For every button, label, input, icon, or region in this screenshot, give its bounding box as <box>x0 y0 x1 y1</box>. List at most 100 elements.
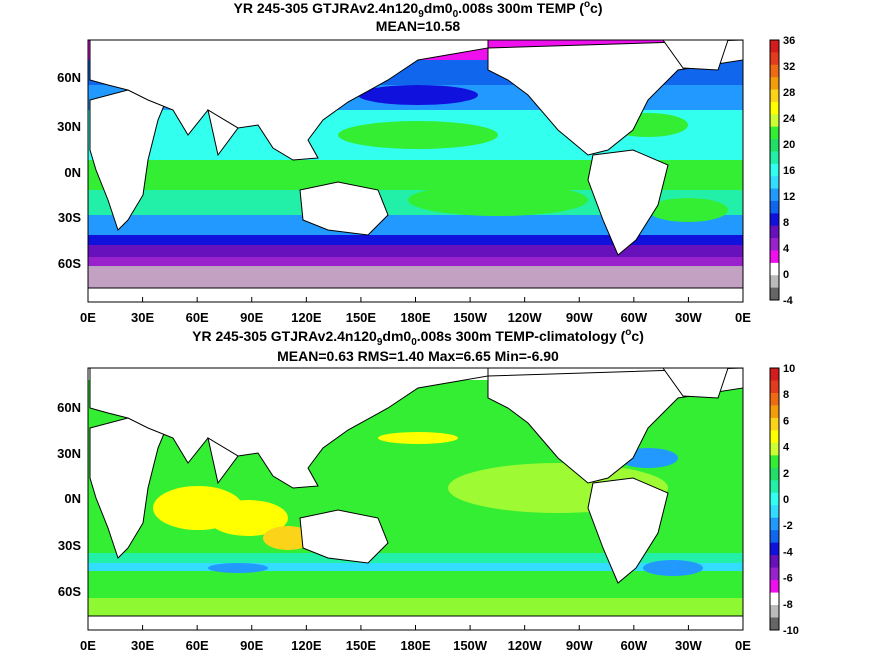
panel-1-xticks: 0E 30E 60E 90E 120E 150E 180E 150W 120W 90W 60W 30W… <box>80 297 751 325</box>
colorbar-swatch <box>770 275 779 289</box>
panel-2-ytick: 60N <box>57 400 81 415</box>
colorbar-swatch <box>770 188 779 202</box>
panel-2-colorbar-tick: -10 <box>783 625 799 637</box>
colorbar-swatch <box>770 605 779 619</box>
colorbar-swatch <box>770 492 779 506</box>
panel-2-colorbar-tick: -4 <box>783 546 794 558</box>
panel-1-title: YR 245-305 GTJRAv2.4n1209dm00.008s 300m … <box>234 0 603 20</box>
panel-1-ytick: 60S <box>58 256 81 271</box>
panel-2-yticks: 60N 30N 0N 30S 60S <box>57 400 81 599</box>
panel-2-xtick: 90W <box>566 638 593 653</box>
panel-2-colorbar-tick: -2 <box>783 520 793 532</box>
colorbar-swatch <box>770 417 779 431</box>
panel-2-stats: MEAN=0.63 RMS=1.40 Max=6.65 Min=-6.90 <box>277 348 559 364</box>
panel-1-xtick: 60E <box>186 310 209 325</box>
panel-2-ytick: 30S <box>58 538 81 553</box>
colorbar-swatch <box>770 139 779 152</box>
colorbar-swatch <box>770 101 779 115</box>
panel-2-xtick: 120E <box>291 638 322 653</box>
colorbar-swatch <box>770 592 779 606</box>
colorbar-swatch <box>770 126 779 140</box>
panel-2-xtick: 180E <box>400 638 431 653</box>
panel-2-xtick: 60W <box>620 638 647 653</box>
panel-1: YR 245-305 GTJRAv2.4n1209dm00.008s 300m … <box>57 0 796 325</box>
colorbar-swatch <box>770 64 779 78</box>
colorbar-swatch <box>770 555 779 569</box>
panel-2-xtick: 60E <box>186 638 209 653</box>
panel-1-colorbar-tick: 0 <box>783 269 789 281</box>
colorbar-swatch <box>770 467 779 481</box>
panel-2-xtick: 30E <box>131 638 154 653</box>
colorbar-swatch <box>770 89 779 103</box>
panel-1-colorbar-tick: 4 <box>783 243 790 255</box>
colorbar-swatch <box>770 480 779 494</box>
panel-2-title: YR 245-305 GTJRAv2.4n1209dm00.008s 300m … <box>192 327 644 348</box>
panel-2-ytick: 60S <box>58 584 81 599</box>
panel-1-xtick: 30W <box>675 310 702 325</box>
colorbar-swatch <box>770 287 779 301</box>
panel-1-colorbar-tick: 16 <box>783 165 795 177</box>
panel-1-colorbar-tick: 36 <box>783 35 795 47</box>
panel-1-xtick: 120W <box>508 310 543 325</box>
panel-1-colorbar-tick: -4 <box>783 295 794 307</box>
colorbar-swatch <box>770 455 779 469</box>
panel-1-xtick: 30E <box>131 310 154 325</box>
panel-2-xtick: 150W <box>453 638 488 653</box>
panel-2-xtick: 120W <box>508 638 543 653</box>
panel-2-colorbar-tick: 0 <box>783 494 789 506</box>
panel-2-xtick: 0E <box>735 638 751 653</box>
panel-1-xtick: 150W <box>453 310 488 325</box>
panel-1-ytick: 30N <box>57 119 81 134</box>
panel-1-map <box>87 39 744 303</box>
panel-1-ytick: 60N <box>57 70 81 85</box>
colorbar-swatch <box>770 225 779 239</box>
colorbar-swatch <box>770 262 779 276</box>
panel-2-colorbar: 10 8 6 4 2 0 -2 -4 -6 -8 -10 <box>769 363 799 637</box>
panel-2-colorbar-tick: 4 <box>783 442 790 454</box>
panel-2-colorbar-tick: -6 <box>783 573 793 585</box>
panel-1-colorbar-tick: 28 <box>783 87 795 99</box>
colorbar-swatch <box>770 530 779 544</box>
panel-1-stats: MEAN=10.58 <box>376 18 461 34</box>
colorbar-swatch <box>770 250 779 264</box>
colorbar-swatch <box>770 77 779 91</box>
panel-1-xtick: 0E <box>80 310 96 325</box>
panel-2-xtick: 150E <box>346 638 377 653</box>
colorbar-swatch <box>770 392 779 406</box>
colorbar-swatch <box>770 151 779 165</box>
colorbar-swatch <box>770 580 779 594</box>
colorbar-swatch <box>770 430 779 444</box>
panel-1-colorbar-tick: 20 <box>783 139 795 151</box>
panel-1-xtick: 0E <box>735 310 751 325</box>
colorbar-border <box>769 367 780 631</box>
panel-2-ytick: 0N <box>64 491 81 506</box>
panel-2-colorbar-tick: 8 <box>783 389 789 401</box>
colorbar-swatch <box>770 517 779 531</box>
panel-1-colorbar-tick: 8 <box>783 217 789 229</box>
panel-2-ytick: 30N <box>57 446 81 461</box>
colorbar-swatch <box>770 442 779 456</box>
panel-2-xtick: 0E <box>80 638 96 653</box>
colorbar-swatch <box>770 52 779 66</box>
colorbar-swatch <box>770 368 779 381</box>
colorbar-swatch <box>770 163 779 177</box>
panel-1-xtick: 60W <box>620 310 647 325</box>
colorbar-swatch <box>770 213 779 227</box>
panel-2-xticks: 0E 30E 60E 90E 120E 150E 180E 150W 120W 90W 60W 30W… <box>80 625 751 653</box>
panel-2-xtick: 90E <box>240 638 263 653</box>
panel-2: YR 245-305 GTJRAv2.4n1209dm00.008s 300m … <box>57 327 799 653</box>
panel-1-colorbar-tick: 24 <box>783 113 796 125</box>
panel-2-colorbar-tick: 6 <box>783 415 789 427</box>
panel-2-colorbar-tick: 10 <box>783 363 795 375</box>
colorbar-swatch <box>770 567 779 581</box>
colorbar-swatch <box>770 405 779 419</box>
panel-1-xtick: 90E <box>240 310 263 325</box>
panel-2-colorbar-tick: 2 <box>783 468 789 480</box>
panel-1-xtick: 150E <box>346 310 377 325</box>
colorbar-swatch <box>770 505 779 519</box>
colorbar-swatch <box>770 40 779 53</box>
panel-1-yticks: 60N 30N 0N 30S 60S <box>57 70 81 271</box>
colorbar-swatch <box>770 200 779 214</box>
panel-1-colorbar: 36 32 28 24 20 16 12 8 4 0 -4 <box>769 35 796 307</box>
